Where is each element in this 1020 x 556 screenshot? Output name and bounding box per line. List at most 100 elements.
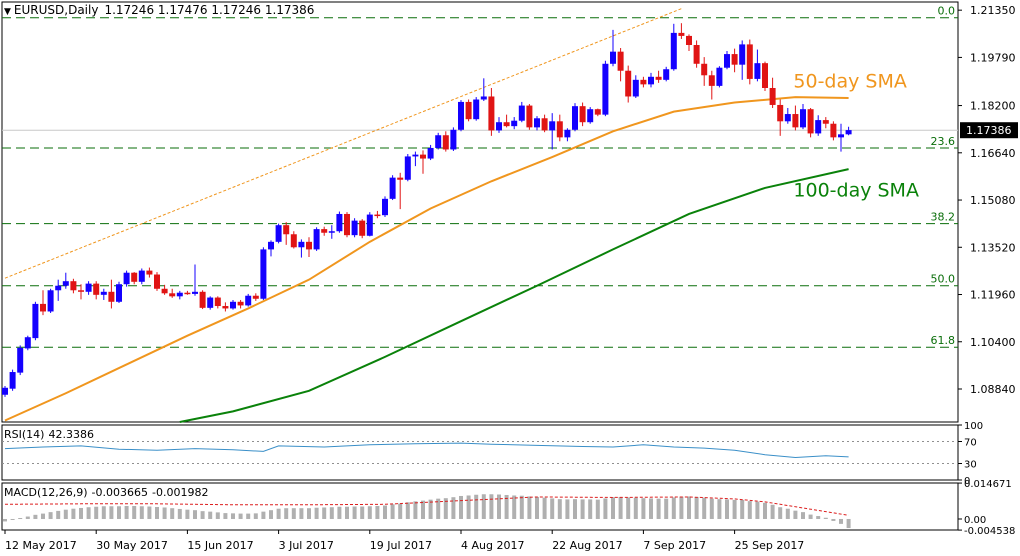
macd-histogram-bar xyxy=(375,506,380,519)
current-price-tag-label: 1.17386 xyxy=(966,124,1012,137)
macd-histogram-bar xyxy=(557,499,562,519)
macd-histogram-bar xyxy=(489,494,494,519)
rsi-panel-frame xyxy=(1,424,959,481)
candle-bullish xyxy=(55,285,62,291)
candle-bullish xyxy=(9,372,16,389)
candle-bearish xyxy=(762,63,768,88)
candle-bearish xyxy=(617,51,624,71)
candle-bearish xyxy=(746,44,753,79)
ohlc-low: 1.17246 xyxy=(211,3,261,17)
macd-histogram-bar xyxy=(542,497,547,519)
macd-axis-label: -0.004538 xyxy=(964,526,1015,537)
macd-histogram-bar xyxy=(421,500,425,519)
candle-bullish xyxy=(62,281,69,286)
candle-bullish xyxy=(100,291,107,295)
macd-histogram-bar xyxy=(383,505,387,519)
rsi-axis-label: 100 xyxy=(964,421,983,432)
price-axis-label: 1.10400 xyxy=(970,336,1016,349)
macd-histogram-bar xyxy=(367,506,372,519)
macd-histogram-bar xyxy=(778,507,783,519)
macd-histogram-bar xyxy=(709,498,714,519)
ohlc-close: 1.17386 xyxy=(264,3,315,17)
candle-bearish xyxy=(686,35,692,45)
candle-bearish xyxy=(374,214,381,217)
candle-bearish xyxy=(640,79,647,85)
candle-bearish xyxy=(556,121,563,138)
date-axis-label: 15 Jun 2017 xyxy=(187,539,253,552)
price-axis-label: 1.13520 xyxy=(970,241,1016,254)
candle-bullish xyxy=(496,122,502,131)
candle-bullish xyxy=(534,118,540,128)
macd-histogram-bar xyxy=(459,495,463,519)
macd-histogram-bar xyxy=(94,506,99,519)
candle-bearish xyxy=(442,135,449,150)
candle-bullish xyxy=(382,198,388,216)
ohlc-high: 1.17476 xyxy=(157,3,208,17)
macd-histogram-bar xyxy=(633,497,638,519)
price-axis-label: 1.15080 xyxy=(970,194,1016,207)
candle-bullish xyxy=(800,109,806,128)
fib-level-label: 0.0 xyxy=(938,5,956,18)
candle-bearish xyxy=(625,70,632,97)
candle-bearish xyxy=(237,301,244,306)
candle-bullish xyxy=(670,32,677,70)
macd-histogram-bar xyxy=(846,518,851,529)
candle-bearish xyxy=(541,118,548,131)
fib-level-label: 38.2 xyxy=(931,211,956,224)
candle-bullish xyxy=(435,135,442,148)
candle-bullish xyxy=(815,120,822,134)
candle-bullish xyxy=(24,337,31,349)
candle-bullish xyxy=(572,106,578,130)
candle-bullish xyxy=(412,154,419,157)
macd-histogram-bar xyxy=(527,496,532,519)
candle-bearish xyxy=(154,274,160,289)
candle-bullish xyxy=(784,114,791,122)
macd-histogram-bar xyxy=(550,498,555,519)
rsi-line xyxy=(4,442,849,458)
candle-bullish xyxy=(480,96,487,100)
macd-histogram-bar xyxy=(223,513,228,519)
candle-bearish xyxy=(822,120,829,124)
macd-histogram-bar xyxy=(170,508,175,519)
candle-bearish xyxy=(131,272,138,282)
macd-histogram-bar xyxy=(603,498,608,519)
candle-bearish xyxy=(169,293,176,297)
price-axis-label: 1.21350 xyxy=(970,4,1016,17)
candle-bullish xyxy=(724,54,730,68)
date-axis-label: 7 Sep 2017 xyxy=(643,539,706,552)
macd-histogram-bar xyxy=(649,498,653,519)
candle-bullish xyxy=(518,105,525,121)
macd-histogram-bar xyxy=(177,508,182,519)
macd-histogram-bar xyxy=(314,507,319,519)
macd-histogram-bar xyxy=(740,499,745,519)
candle-bullish xyxy=(366,214,373,236)
candle-bullish xyxy=(123,272,130,285)
candle-bullish xyxy=(838,134,844,138)
macd-header: MACD(12,26,9) -0.003665 -0.001982 xyxy=(4,486,208,499)
macd-histogram-bar xyxy=(519,495,524,519)
candle-bearish xyxy=(701,63,708,76)
candle-bullish xyxy=(754,63,761,79)
candle-bullish xyxy=(632,79,639,97)
candle-bullish xyxy=(458,101,464,130)
macd-histogram-bar xyxy=(664,498,669,519)
macd-histogram-bar xyxy=(101,506,106,519)
candle-bullish xyxy=(663,69,670,80)
candle-bullish xyxy=(351,220,358,236)
macd-label: MACD(12,26,9) xyxy=(4,486,88,499)
macd-histogram-bar xyxy=(801,512,805,519)
candle-bullish xyxy=(389,177,396,199)
macd-histogram-bar xyxy=(747,501,752,519)
price-axis-label: 1.11960 xyxy=(970,289,1016,302)
candle-bearish xyxy=(579,106,586,123)
macd-histogram-bar xyxy=(770,504,775,519)
dropdown-arrow-icon[interactable]: ▼ xyxy=(4,7,11,17)
rsi-value: 42.3386 xyxy=(48,428,94,441)
candle-bearish xyxy=(93,283,100,295)
macd-histogram-bar xyxy=(671,497,676,519)
candle-bullish xyxy=(85,283,92,292)
candle-bearish xyxy=(769,87,776,105)
macd-histogram-bar xyxy=(413,501,418,519)
candle-bearish xyxy=(222,306,229,309)
